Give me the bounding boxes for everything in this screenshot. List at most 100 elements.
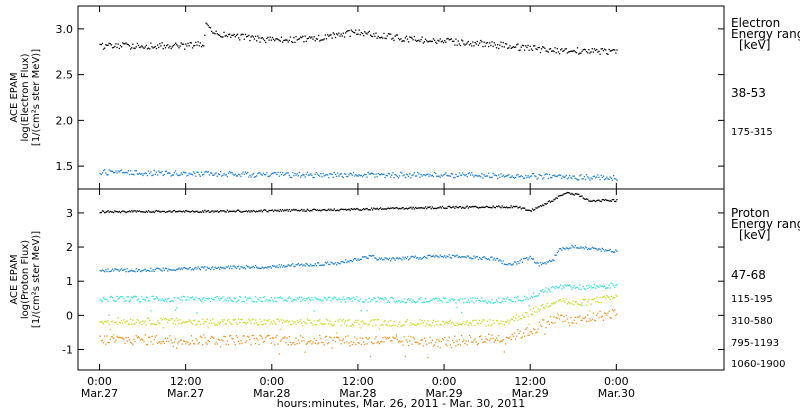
data-point xyxy=(551,287,553,289)
data-point xyxy=(569,51,571,53)
data-point xyxy=(232,34,234,37)
data-point xyxy=(553,174,555,176)
data-point xyxy=(503,324,505,326)
data-point xyxy=(150,310,152,312)
data-point xyxy=(516,297,518,299)
data-point xyxy=(403,258,405,260)
data-point xyxy=(607,312,609,314)
data-point xyxy=(570,286,572,288)
data-point xyxy=(226,320,229,322)
data-point xyxy=(393,177,395,179)
data-point xyxy=(608,178,610,181)
data-point xyxy=(102,323,105,325)
data-point xyxy=(455,255,457,257)
data-point xyxy=(327,319,329,321)
data-point xyxy=(464,298,466,300)
data-point xyxy=(455,173,457,175)
data-point xyxy=(163,173,165,176)
data-point xyxy=(354,321,356,323)
data-point xyxy=(466,301,468,303)
data-point xyxy=(330,173,332,175)
data-point xyxy=(298,296,301,298)
data-point xyxy=(134,340,136,343)
data-point xyxy=(275,38,277,40)
data-point xyxy=(571,288,573,290)
data-point xyxy=(545,263,547,265)
data-point xyxy=(325,174,328,176)
data-point xyxy=(256,210,258,212)
data-point xyxy=(276,334,278,337)
data-point xyxy=(340,301,342,303)
series-47-68 xyxy=(99,191,618,214)
data-point xyxy=(563,287,565,289)
data-point xyxy=(224,174,226,176)
data-point xyxy=(285,209,287,212)
data-point xyxy=(196,210,198,212)
data-point xyxy=(511,264,513,266)
data-point xyxy=(269,323,271,325)
data-point xyxy=(587,301,589,303)
data-point xyxy=(476,175,478,177)
data-point xyxy=(322,39,324,41)
data-point xyxy=(528,305,530,307)
data-point xyxy=(397,341,400,343)
data-point xyxy=(213,174,215,176)
data-point xyxy=(269,36,271,38)
data-point xyxy=(307,297,310,299)
data-point xyxy=(565,247,567,249)
data-point xyxy=(164,298,167,301)
data-point xyxy=(409,36,411,38)
data-point xyxy=(386,207,388,210)
data-point xyxy=(330,300,332,302)
data-point xyxy=(455,38,457,40)
data-point xyxy=(220,298,222,300)
data-point xyxy=(132,270,134,272)
data-point xyxy=(126,172,128,174)
data-point xyxy=(312,324,314,326)
data-point xyxy=(173,341,176,343)
data-point xyxy=(357,33,359,35)
legend-entry: 38-53 xyxy=(731,86,766,100)
data-point xyxy=(144,211,146,214)
data-point xyxy=(320,322,322,324)
data-point xyxy=(197,297,199,300)
data-point xyxy=(527,334,529,336)
data-point xyxy=(206,266,208,268)
data-point xyxy=(528,334,530,336)
data-point xyxy=(215,267,217,269)
data-point xyxy=(449,300,451,302)
data-point xyxy=(465,174,467,176)
data-point xyxy=(272,172,275,174)
data-point xyxy=(204,266,206,268)
data-point xyxy=(231,267,233,270)
data-point xyxy=(393,207,395,210)
data-point xyxy=(392,172,394,174)
data-point xyxy=(131,173,133,175)
data-point xyxy=(157,174,159,176)
data-point xyxy=(150,171,152,173)
data-point xyxy=(336,33,338,35)
data-point xyxy=(600,200,602,203)
data-point xyxy=(339,263,341,265)
data-point xyxy=(524,177,526,179)
data-point xyxy=(360,174,362,177)
data-point xyxy=(236,336,239,339)
data-point xyxy=(424,298,427,300)
data-point xyxy=(502,260,504,262)
data-point xyxy=(360,209,362,211)
data-point xyxy=(456,206,458,209)
data-point xyxy=(361,176,364,178)
data-point xyxy=(575,193,578,195)
data-point xyxy=(290,176,293,179)
data-point xyxy=(459,44,462,47)
data-point xyxy=(410,177,412,179)
data-point xyxy=(159,171,161,173)
data-point xyxy=(323,344,325,346)
data-point xyxy=(171,342,173,344)
data-point xyxy=(445,41,447,43)
data-point xyxy=(510,176,512,178)
data-point xyxy=(272,210,275,213)
data-point xyxy=(386,258,388,260)
data-point xyxy=(462,206,464,208)
